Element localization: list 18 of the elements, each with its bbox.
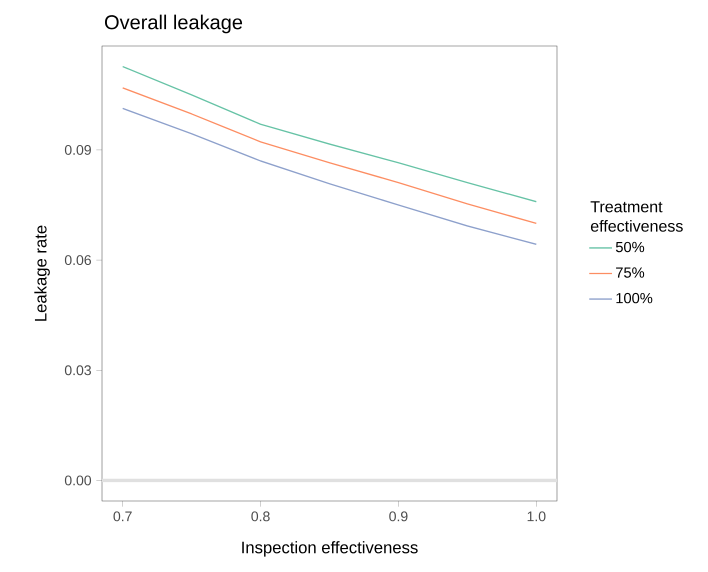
- x-tick-label: 0.7: [114, 511, 132, 522]
- y-tick-label: 0.09: [64, 144, 91, 155]
- x-tick-label: 1.0: [528, 511, 546, 522]
- legend-label: 75%: [616, 267, 644, 278]
- y-tick-label: 0.06: [64, 255, 91, 266]
- legend-label: 50%: [616, 242, 644, 252]
- y-tick-label: 0.03: [64, 365, 91, 376]
- chart-title: Overall leakage: [104, 14, 242, 34]
- y-tick-label: 0.00: [64, 475, 92, 486]
- x-tick-label: 0.8: [251, 511, 270, 522]
- x-tick-label: 0.9: [389, 511, 408, 522]
- line-series: [122, 108, 537, 245]
- legend-title: Treatment effectiveness: [590, 201, 683, 232]
- line-series: [122, 87, 537, 224]
- legend-label: 100%: [616, 292, 652, 304]
- y-axis-title: Leakage rate: [34, 226, 50, 321]
- line-series: [122, 66, 537, 202]
- x-axis-title: Inspection effectiveness: [242, 541, 418, 557]
